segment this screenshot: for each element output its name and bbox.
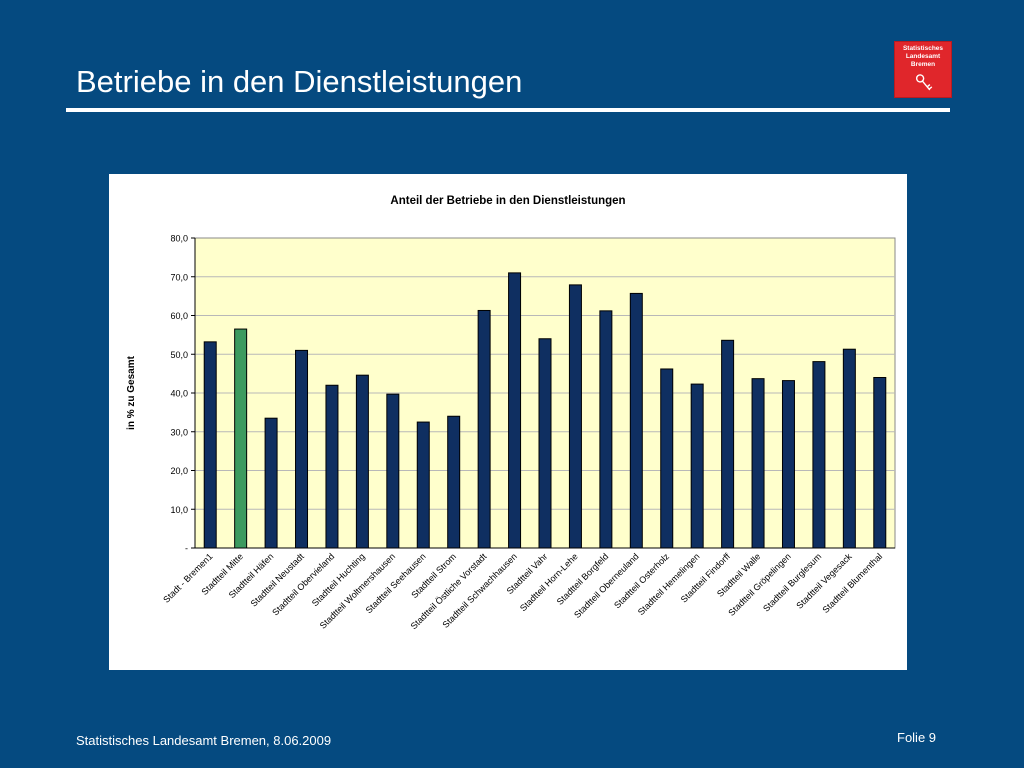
- logo-line-1: Statistisches: [902, 45, 944, 52]
- bar-2: [264, 417, 278, 549]
- bar-0: [203, 341, 217, 549]
- footer-slide-number: Folie 9: [897, 730, 937, 745]
- x-tick-label: Stadtteil Neustadt: [249, 551, 307, 609]
- x-tick-label: Stadtteil Vegesack: [794, 551, 854, 611]
- y-tick-label: 20,0: [170, 466, 188, 476]
- bars: [203, 272, 887, 549]
- bar-13: [599, 310, 613, 549]
- y-tick-label: 60,0: [170, 311, 188, 321]
- y-tick-label: 40,0: [170, 389, 188, 399]
- x-tick-label: Stadtteil Osterholz: [612, 551, 671, 610]
- footer-source: Statistisches Landesamt Bremen, 8.06.200…: [76, 733, 332, 748]
- bar-6: [386, 393, 400, 549]
- y-tick-label: -: [185, 544, 188, 554]
- y-tick-label: 80,0: [170, 234, 188, 244]
- chart-title: Anteil der Betriebe in den Dienstleistun…: [390, 195, 625, 207]
- chart-panel: Anteil der Betriebe in den Dienstleistun…: [109, 174, 907, 670]
- bar-5: [355, 374, 369, 549]
- bar-12: [568, 284, 582, 549]
- bar-16: [690, 383, 704, 549]
- slide-title: Betriebe in den Dienstleistungen: [76, 64, 523, 99]
- logo-line-2: Landesamt: [905, 53, 941, 60]
- bar-7: [416, 421, 430, 549]
- bar-14: [629, 292, 643, 549]
- bar-chart: Anteil der Betriebe in den Dienstleistun…: [126, 195, 896, 631]
- logo-line-3: Bremen: [910, 61, 936, 68]
- logo-text: Statistisches Landesamt Bremen: [895, 45, 951, 69]
- bar-21: [842, 348, 856, 549]
- y-tick-label: 70,0: [170, 272, 188, 282]
- title-divider: [66, 108, 950, 112]
- bar-1: [234, 328, 248, 549]
- bar-20: [812, 361, 826, 549]
- bar-9: [477, 309, 491, 549]
- x-tick-label: Stadtteil Burglesum: [761, 551, 823, 613]
- bar-18: [751, 378, 765, 549]
- bar-11: [538, 338, 552, 549]
- bar-19: [781, 380, 795, 549]
- x-tick-label: Stadtteil Horn-Lehe: [518, 551, 580, 613]
- bar-22: [873, 377, 887, 549]
- key-emblem-icon: [915, 74, 933, 91]
- x-tick-label: Stadtteil Huchting: [310, 551, 367, 608]
- y-tick-label: 10,0: [170, 505, 188, 515]
- bar-10: [508, 272, 522, 549]
- y-tick-label: 50,0: [170, 350, 188, 360]
- bar-15: [660, 368, 674, 549]
- y-axis-label: in % zu Gesamt: [126, 355, 137, 430]
- bar-3: [295, 349, 309, 549]
- bar-8: [447, 415, 461, 549]
- y-tick-label: 30,0: [170, 427, 188, 437]
- bar-17: [721, 339, 735, 549]
- bar-4: [325, 384, 339, 549]
- statistisches-landesamt-logo: Statistisches Landesamt Bremen: [894, 41, 952, 98]
- x-tick-label: Stadtteil Blumenthal: [821, 551, 885, 615]
